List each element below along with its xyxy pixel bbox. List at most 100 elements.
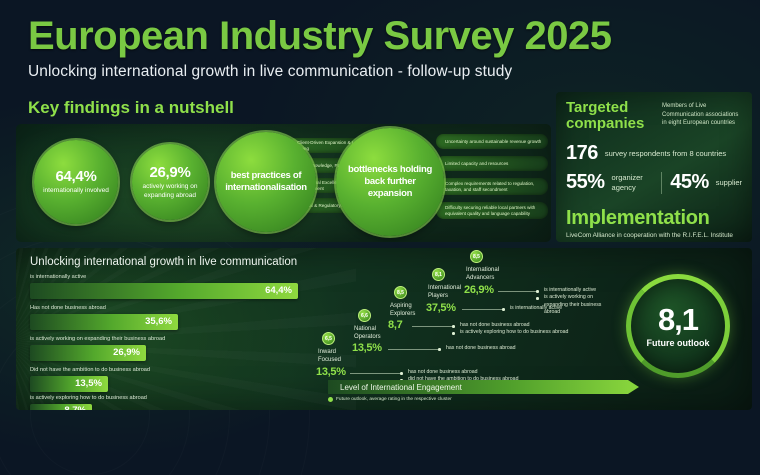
- bottleneck-item-4: Difficulty securing reliable local partn…: [436, 202, 548, 219]
- cluster-diagram: 6,5 Inward Focused 13,5% has not done bu…: [316, 248, 752, 410]
- bar-row-5: is actively exploring how to do business…: [30, 395, 318, 410]
- bottleneck-item-3: Complex requirements related to regulati…: [436, 178, 548, 195]
- bar-row-1: is internationally active 64,4%: [30, 274, 318, 299]
- bar-label: Did not have the ambition to do business…: [30, 367, 151, 373]
- best-practices-circle: best practices of internationalisation: [216, 132, 316, 232]
- cluster-name-national-operators: National Operators: [354, 326, 381, 341]
- implementation-subtitle: LiveCom Alliance in cooperation with the…: [566, 232, 733, 240]
- cluster-leader-dot: [452, 332, 455, 335]
- page-footer: Conducted by: Supported by: RIFEL Resear…: [0, 414, 760, 475]
- cluster-badge-national-operators: 6,6: [358, 309, 371, 322]
- cluster-badge-inward-focused: 6,5: [322, 332, 335, 345]
- cluster-name-international-advancers: International Advancers: [466, 267, 500, 282]
- cluster-name-international-players: International Players: [428, 285, 462, 300]
- respondents-label: survey respondents from 8 countries: [604, 149, 727, 158]
- cluster-leader-line: [388, 349, 438, 350]
- cluster-badge-international-advancers: 8,5: [470, 250, 483, 263]
- page-subtitle: Unlocking international growth in live c…: [28, 63, 513, 80]
- cluster-detail-advancers-2: is actively working on expanding their b…: [544, 294, 602, 316]
- cluster-detail-aspiring-1: has not done business abroad: [460, 322, 530, 328]
- cluster-pct-aspiring-explorers: 8,7: [388, 319, 403, 331]
- cluster-leader-dot: [438, 348, 441, 351]
- stat-circle-internationally-involved: 64,4% internationally involved: [34, 140, 118, 224]
- bar-row-2: Has not done business abroad 35,6%: [30, 305, 318, 330]
- future-outlook-value: 8,1: [657, 302, 699, 337]
- bar-fill: 8,7%: [30, 403, 92, 411]
- cluster-pct-international-players: 37,5%: [426, 302, 456, 314]
- best-practices-title: best practices of internationalisation: [225, 170, 307, 193]
- cluster-detail-national-1: has not done business abroad: [446, 345, 516, 351]
- implementation-title: Implementation: [566, 207, 710, 230]
- cluster-pct-national-operators: 13,5%: [352, 342, 382, 354]
- cluster-detail-inward-2: did not have the ambition to do business…: [408, 376, 519, 382]
- supplier-label: supplier: [715, 178, 742, 187]
- bar-fill: 13,5%: [30, 375, 108, 392]
- cluster-pct-international-advancers: 26,9%: [464, 284, 494, 296]
- future-outlook-circle: 8,1 Future outlook: [626, 274, 730, 378]
- targeted-companies-panel: Targeted companies Members of Live Commu…: [556, 92, 752, 242]
- axis-level-of-international-engagement: Level of International Engagement: [328, 380, 639, 394]
- bar-value: 13,5%: [75, 378, 102, 389]
- stat-value: 64,4%: [55, 168, 97, 186]
- targeted-companies-title: Targeted companies: [566, 99, 645, 133]
- key-findings-heading: Key findings in a nutshell: [28, 98, 234, 117]
- chart-footnote: Future outlook, average rating in the re…: [328, 397, 452, 402]
- cluster-badge-aspiring-explorers: 8,5: [394, 286, 407, 299]
- cluster-pct-inward-focused: 13,5%: [316, 366, 346, 378]
- bar-row-4: Did not have the ambition to do business…: [30, 367, 318, 392]
- stat-label: actively working on expanding abroad: [142, 183, 198, 199]
- bar-value: 26,9%: [113, 347, 140, 358]
- cluster-name-aspiring-explorers: Aspiring Explorers: [390, 303, 416, 318]
- page-title: European Industry Survey 2025: [28, 14, 612, 58]
- bar-value: 64,4%: [265, 285, 292, 296]
- bar-label: is actively working on expanding their b…: [30, 336, 166, 342]
- bottlenecks-circle: bottlenecks holding back further expansi…: [336, 128, 444, 236]
- axis-label: Level of International Engagement: [340, 382, 462, 392]
- divider: [660, 171, 662, 194]
- bar-fill: 64,4%: [30, 282, 298, 299]
- stat-label: internationally involved: [43, 187, 109, 195]
- organizer-value: 55%: [566, 171, 605, 194]
- stat-circle-expanding-abroad: 26,9% actively working on expanding abro…: [132, 144, 208, 220]
- footnote-text: Future outlook, average rating in the re…: [336, 397, 452, 402]
- organizer-label: organizer agency: [611, 173, 643, 192]
- bottleneck-item-1: Uncertainty around sustainable revenue g…: [436, 134, 548, 149]
- bottom-panel-title: Unlocking international growth in live c…: [30, 256, 298, 268]
- cluster-leader-dot: [452, 325, 455, 328]
- cluster-leader-dot: [536, 297, 539, 300]
- respondents-value: 176: [566, 142, 598, 165]
- bar-label: is internationally active: [30, 274, 87, 280]
- cluster-detail-aspiring-2: is actively exploring how to do business…: [460, 329, 569, 335]
- bar-fill: 26,9%: [30, 344, 146, 361]
- bottom-panel: Unlocking international growth in live c…: [16, 248, 752, 410]
- bar-label: Has not done business abroad: [30, 305, 106, 311]
- cluster-name-inward-focused: Inward Focused: [318, 349, 342, 364]
- cluster-leader-dot: [400, 372, 403, 375]
- bottleneck-item-2: Limited capacity and resources: [436, 156, 548, 171]
- bar-label: is actively exploring how to do business…: [30, 395, 147, 401]
- bar-value: 35,6%: [145, 316, 172, 327]
- cluster-detail-advancers-1: is internationally active: [544, 287, 597, 293]
- cluster-badge-international-players: 8,1: [432, 268, 445, 281]
- bottlenecks-title: bottlenecks holding back further expansi…: [347, 164, 433, 199]
- targeted-companies-note: Members of Live Communication associatio…: [662, 103, 739, 127]
- future-outlook-label: Future outlook: [646, 338, 710, 348]
- bar-value: 8,7%: [64, 404, 86, 411]
- cluster-leader-dot: [536, 290, 539, 293]
- cluster-leader-dot: [502, 308, 505, 311]
- stat-value: 26,9%: [149, 164, 191, 182]
- bar-fill: 35,6%: [30, 313, 178, 330]
- cluster-leader-line: [462, 309, 502, 310]
- legend-dot-icon: [328, 397, 333, 402]
- cluster-detail-inward-1: has not done business abroad: [408, 369, 478, 375]
- bar-row-3: is actively working on expanding their b…: [30, 336, 318, 361]
- cluster-detail-players-1: is internationally active: [510, 305, 563, 311]
- cluster-leader-line: [350, 373, 400, 374]
- cluster-leader-line: [412, 326, 452, 327]
- supplier-value: 45%: [670, 171, 709, 194]
- respondents-row: 176 survey respondents from 8 countries: [566, 142, 742, 165]
- cluster-leader-line: [498, 291, 536, 292]
- page-header: European Industry Survey 2025 Unlocking …: [28, 16, 612, 81]
- key-findings-panel: 64,4% internationally involved 26,9% act…: [16, 124, 551, 242]
